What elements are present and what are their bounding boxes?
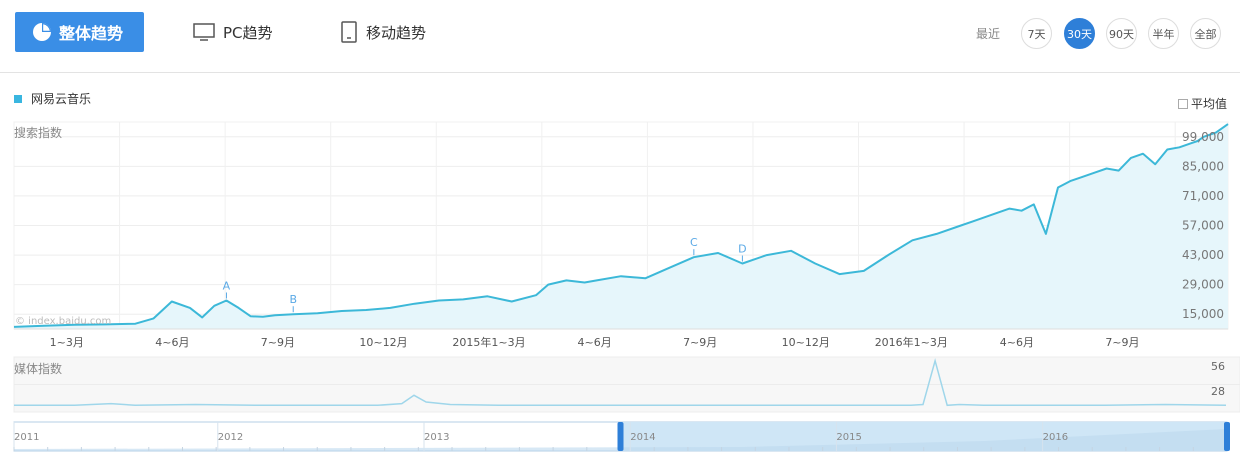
annotation-label: C <box>690 236 698 249</box>
navigator-year-label: 2016 <box>1043 432 1068 443</box>
navigator-year-label: 2015 <box>836 432 861 443</box>
pie-chart-icon <box>33 23 51 41</box>
x-tick-label: 4~6月 <box>1000 336 1034 349</box>
x-tick-label: 7~9月 <box>261 336 295 349</box>
media-index-label: 媒体指数 <box>14 362 63 376</box>
chart-legend[interactable]: 网易云音乐 <box>14 90 91 107</box>
navigator-handle-left[interactable] <box>617 422 624 451</box>
monitor-icon <box>193 23 215 41</box>
navigator-year-label: 2013 <box>424 432 449 443</box>
search-x-ticks: 1~3月 4~6月 7~9月 10~12月 2015年1~3月 4~6月 7~9月 10~12… <box>14 328 1228 349</box>
range-navigator[interactable]: 2011 2012 2013 2014 2015 2016 <box>13 421 1230 452</box>
annotation-label: B <box>289 293 297 306</box>
y-tick-label: 57,000 <box>1182 219 1224 233</box>
navigator-year-label: 2012 <box>218 432 243 443</box>
trend-tabbar: 整体趋势 PC趋势 移动趋势 最近 7天 30天 90天 半年 全部 <box>0 0 1240 73</box>
range-half-year-button[interactable]: 半年 <box>1148 18 1179 49</box>
average-toggle[interactable]: 平均值 <box>1178 95 1227 112</box>
x-tick-label: 4~6月 <box>155 336 189 349</box>
x-tick-label: 2016年1~3月 <box>875 335 948 349</box>
range-all-button[interactable]: 全部 <box>1190 18 1221 49</box>
y-tick-label: 43,000 <box>1182 248 1224 262</box>
media-panel: 56 28 <box>13 356 1240 413</box>
navigator-handle-right[interactable] <box>1224 422 1230 451</box>
y-tick-label: 99,000 <box>1182 130 1224 144</box>
x-tick-label: 4~6月 <box>577 336 611 349</box>
search-annotations: A B C D <box>223 236 747 313</box>
media-y-tick-label: 56 <box>1211 360 1225 373</box>
media-y-tick-label: 28 <box>1211 385 1225 398</box>
tab-overall-trend[interactable]: 整体趋势 <box>15 12 144 52</box>
annotation-label: A <box>223 279 231 292</box>
x-tick-label: 2015年1~3月 <box>452 335 525 349</box>
tab-pc-trend[interactable]: PC趋势 <box>193 12 273 52</box>
y-tick-label: 15,000 <box>1182 307 1224 321</box>
navigator-area <box>14 429 1227 451</box>
x-tick-label: 10~12月 <box>782 336 830 349</box>
navigator-year-label: 2014 <box>630 432 655 443</box>
media-series-line <box>14 357 1227 407</box>
watermark: © index.baidu.com <box>15 316 112 327</box>
range-30d-button[interactable]: 30天 <box>1064 18 1095 49</box>
y-tick-label: 85,000 <box>1182 159 1224 173</box>
y-tick-label: 29,000 <box>1182 278 1224 292</box>
x-tick-label: 10~12月 <box>359 336 407 349</box>
average-checkbox[interactable] <box>1178 98 1188 109</box>
range-7d-button[interactable]: 7天 <box>1021 18 1052 49</box>
average-label: 平均值 <box>1191 97 1228 111</box>
search-index-label: 搜索指数 <box>14 126 63 140</box>
search-y-ticks: 99,000 85,000 71,000 57,000 43,000 29,000 15,0… <box>1182 130 1224 321</box>
tab-mobile-label: 移动趋势 <box>366 23 427 42</box>
legend-series-name: 网易云音乐 <box>31 92 92 106</box>
tablet-icon <box>341 21 357 43</box>
tab-mobile-trend[interactable]: 移动趋势 <box>340 12 426 52</box>
search-series-area <box>14 124 1228 329</box>
tab-overall-label: 整体趋势 <box>59 24 124 43</box>
annotation-label: D <box>738 243 746 256</box>
range-90d-button[interactable]: 90天 <box>1106 18 1137 49</box>
tab-pc-label: PC趋势 <box>223 23 273 42</box>
range-label: 最近 <box>976 27 1001 41</box>
legend-swatch <box>14 94 22 103</box>
x-tick-label: 1~3月 <box>50 336 84 349</box>
navigator-year-label: 2011 <box>14 432 39 443</box>
x-tick-label: 7~9月 <box>683 336 717 349</box>
x-tick-label: 7~9月 <box>1105 336 1139 349</box>
y-tick-label: 71,000 <box>1182 189 1224 203</box>
search-series-line <box>13 123 1229 328</box>
